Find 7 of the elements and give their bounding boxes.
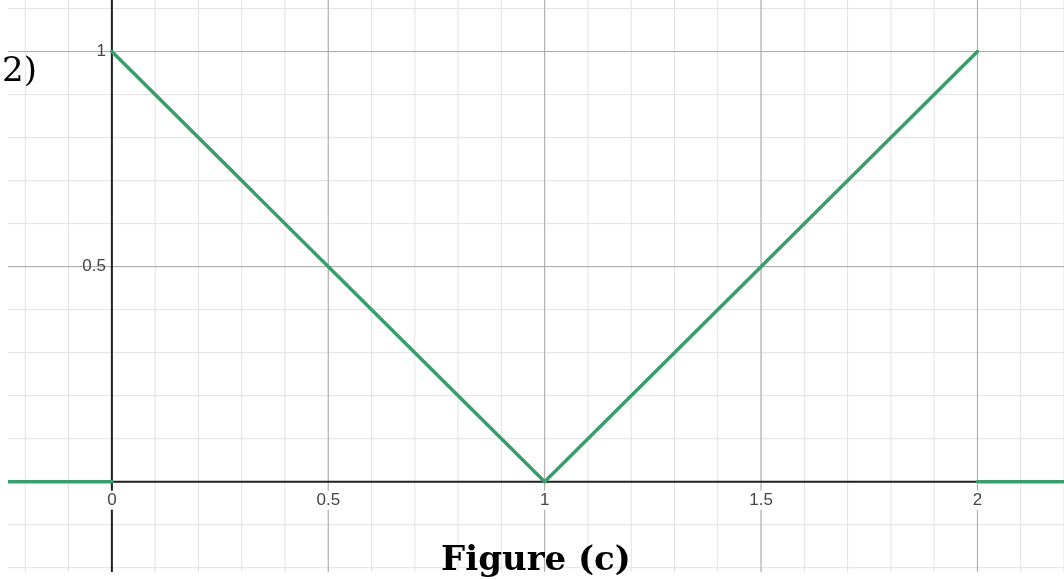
x-tick-label: 0.5 — [316, 489, 341, 509]
annotation: Figure (c) — [441, 537, 631, 578]
x-tick-label: 0 — [107, 489, 117, 509]
annotation: 2) — [2, 48, 37, 89]
x-tick-label: 2 — [972, 489, 983, 509]
x-tick-label: 1.5 — [749, 489, 773, 509]
x-tick-label: 1 — [539, 489, 550, 509]
